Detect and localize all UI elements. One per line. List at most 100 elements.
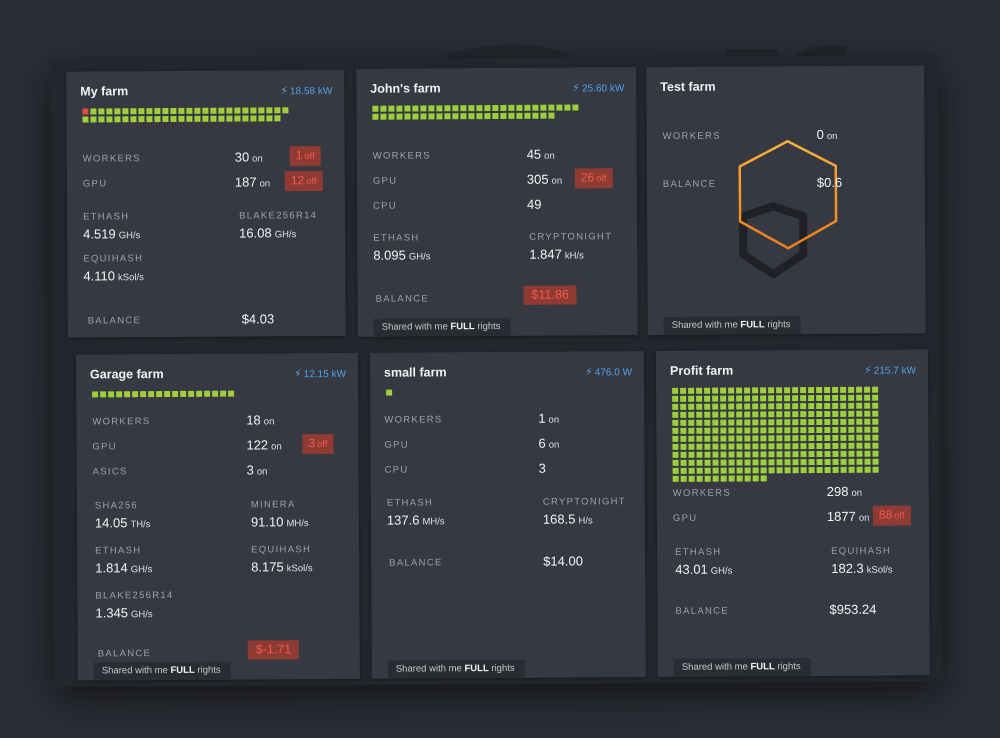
worker-cell-online	[476, 113, 483, 120]
worker-cell-online	[492, 112, 499, 120]
farm-card-johns-farm[interactable]: John's farm ⚡ 25.60 kW WORKERS 45 on GPU 3…	[356, 67, 638, 337]
worker-cell-online	[856, 434, 863, 441]
worker-cell-online	[856, 450, 863, 457]
farm-title[interactable]: My farm	[80, 84, 129, 99]
worker-cell-online	[444, 105, 451, 112]
algo-hashrate: 1.345 GH/s	[95, 605, 153, 621]
worker-cell-online	[816, 435, 823, 442]
worker-cell-online	[124, 391, 131, 398]
worker-cell-online	[98, 116, 105, 123]
worker-cell-online	[752, 459, 759, 466]
worker-status-bar	[82, 107, 289, 123]
farm-title[interactable]: Test farm	[660, 79, 716, 94]
worker-cell-online	[228, 390, 235, 397]
worker-cell-online	[768, 403, 775, 410]
worker-cell-online	[792, 427, 799, 434]
worker-cell-online	[840, 458, 847, 465]
worker-cell-online	[736, 395, 743, 402]
power-value: 25.60 kW	[581, 83, 625, 95]
worker-cell-online	[752, 411, 759, 418]
farm-card-test-farm[interactable]: Test farm WORKERS 0 on BALANCE $0.6 Share…	[646, 65, 926, 336]
worker-cell-online	[106, 116, 113, 123]
worker-cell-online	[388, 105, 395, 112]
worker-cell-online	[872, 434, 879, 441]
gpu-off-badge[interactable]: 3 off	[302, 433, 334, 455]
farm-card-my-farm[interactable]: My farm ⚡ 18.58 kW WORKERS 30 on 1 off GPU …	[66, 69, 346, 338]
farm-card-small-farm[interactable]: small farm ⚡ 476.0 W WORKERS 1 on GPU 6 on …	[369, 351, 646, 679]
farm-title[interactable]: small farm	[383, 365, 447, 380]
gpu-off-badge[interactable]: 12 off	[284, 171, 323, 192]
worker-cell-online	[720, 435, 727, 442]
worker-cell-online	[380, 113, 387, 120]
cpu-value: 49	[526, 196, 542, 212]
worker-cell-online	[784, 387, 791, 394]
gpu-off-badge[interactable]: 88 off	[872, 505, 911, 526]
farm-card-garage-farm[interactable]: Garage farm ⚡ 12.15 kW WORKERS 18 on GPU 1…	[75, 352, 360, 681]
worker-cell-online	[250, 107, 257, 114]
worker-cell-online	[672, 403, 679, 410]
worker-cell-online	[476, 105, 483, 112]
worker-cell-online	[154, 116, 161, 123]
algo-hashrate: 14.05 TH/s	[94, 515, 151, 531]
worker-cell-online	[728, 443, 735, 450]
worker-cell-online	[672, 419, 679, 426]
algo-name: ETHASH	[95, 545, 142, 557]
worker-cell-online	[680, 459, 687, 466]
worker-cell-online	[524, 104, 531, 111]
worker-cell-online	[760, 403, 767, 410]
worker-cell-online	[712, 403, 719, 410]
worker-cell-online	[704, 395, 711, 402]
worker-cell-online	[720, 443, 727, 450]
worker-cell-online	[760, 475, 767, 482]
worker-cell-online	[800, 443, 807, 450]
worker-cell-online	[540, 104, 547, 111]
worker-cell-online	[234, 107, 241, 114]
worker-cell-online	[728, 411, 735, 418]
worker-cell-online	[800, 395, 807, 402]
worker-cell-online	[436, 105, 443, 112]
farm-title[interactable]: Garage farm	[89, 367, 164, 382]
workers-on: 30 on	[234, 149, 263, 165]
lightning-icon: ⚡	[863, 364, 872, 377]
balance-label: BALANCE	[87, 315, 142, 327]
farm-title[interactable]: Profit farm	[669, 363, 734, 378]
worker-cell-online	[816, 427, 823, 434]
worker-cell-online	[824, 442, 831, 449]
worker-cell-online	[728, 395, 735, 402]
worker-cell-online	[816, 451, 823, 458]
worker-cell-online	[728, 459, 735, 466]
gpu-off-badge[interactable]: 26 off	[574, 168, 613, 189]
worker-cell-online	[840, 450, 847, 457]
worker-cell-online	[720, 427, 727, 434]
power-readout: ⚡ 12.15 kW	[294, 367, 346, 380]
farm-title[interactable]: John's farm	[370, 81, 441, 96]
worker-cell-online	[832, 466, 839, 473]
worker-cell-online	[824, 458, 831, 465]
farm-card-profit-farm[interactable]: Profit farm ⚡ 215.7 kW WORKERS 298 on GPU …	[655, 349, 930, 678]
worker-cell-online	[140, 391, 147, 398]
worker-cell-online	[532, 112, 539, 119]
power-readout: ⚡ 25.60 kW	[572, 81, 624, 94]
worker-cell-online	[832, 434, 839, 441]
worker-cell-online	[752, 443, 759, 450]
worker-cell-online	[848, 386, 855, 393]
worker-cell-online	[840, 402, 847, 409]
worker-cell-online	[768, 451, 775, 458]
worker-cell-online	[872, 466, 879, 473]
worker-cell-online	[832, 410, 839, 417]
worker-cell-online	[108, 391, 115, 398]
worker-cell-online	[500, 104, 507, 111]
worker-cell-online	[784, 443, 791, 450]
worker-cell-online	[792, 459, 799, 466]
worker-cell-online	[688, 451, 695, 458]
power-value: 476.0 W	[594, 367, 633, 379]
worker-cell-online	[744, 411, 751, 418]
worker-cell-online	[704, 443, 711, 450]
worker-cell-online	[800, 411, 807, 418]
workers-off-badge[interactable]: 1 off	[289, 146, 321, 167]
worker-cell-online	[768, 467, 775, 474]
power-value: 215.7 kW	[873, 365, 917, 377]
worker-cell-online	[210, 115, 217, 122]
worker-cell-online	[840, 394, 847, 401]
worker-cell-online	[808, 395, 815, 402]
